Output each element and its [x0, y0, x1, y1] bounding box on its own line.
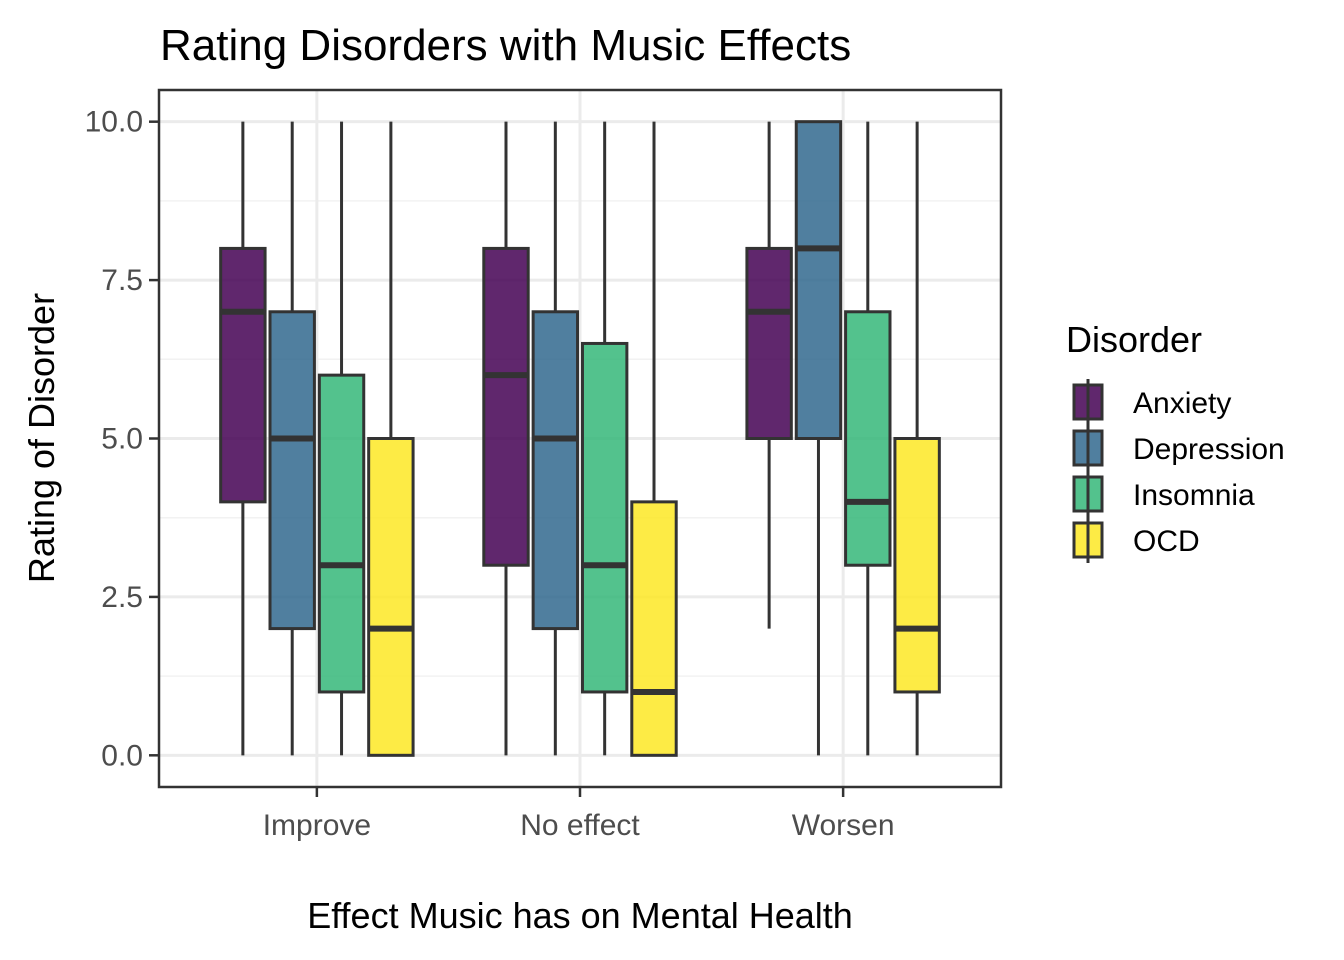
- legend-label: Depression: [1133, 433, 1285, 466]
- y-tick-label: 0.0: [101, 739, 143, 772]
- box-body: [745, 246, 793, 440]
- box-body: [844, 310, 892, 567]
- x-tick-label: Improve: [263, 809, 371, 842]
- y-axis-title: Rating of Disorder: [21, 293, 62, 583]
- legend-item-ocd: OCD: [1072, 517, 1200, 563]
- box-body: [531, 310, 580, 631]
- box-insomnia-improve: [317, 121, 366, 756]
- box-body: [580, 341, 629, 694]
- box-depression-no-effect: [531, 121, 580, 756]
- box-body: [630, 500, 678, 757]
- box-body: [219, 246, 267, 504]
- box-insomnia-worsen: [844, 121, 892, 756]
- y-tick-label: 10.0: [85, 106, 143, 139]
- y-axis-ticks: 0.0 2.5 5.0 7.5 10.0: [85, 106, 159, 772]
- x-axis-ticks: Improve No effect Worsen: [263, 787, 895, 842]
- chart-title: Rating Disorders with Music Effects: [160, 21, 851, 70]
- box-depression-worsen: [794, 120, 843, 756]
- box-body: [893, 437, 941, 694]
- box-body: [317, 373, 366, 694]
- legend-title: Disorder: [1066, 319, 1202, 360]
- legend: Disorder Anxiety Depression Insomnia OCD: [1066, 319, 1285, 563]
- box-ocd-improve: [367, 121, 415, 757]
- box-plots: [219, 120, 941, 757]
- legend-label: Insomnia: [1133, 479, 1255, 512]
- legend-item-anxiety: Anxiety: [1072, 379, 1231, 425]
- legend-item-insomnia: Insomnia: [1072, 471, 1255, 517]
- box-ocd-worsen: [893, 121, 941, 756]
- box-anxiety-worsen: [745, 121, 793, 629]
- box-ocd-no-effect: [630, 121, 678, 757]
- box-body: [268, 310, 316, 631]
- box-body: [794, 120, 843, 440]
- y-tick-label: 2.5: [101, 581, 143, 614]
- box-insomnia-no-effect: [580, 121, 629, 756]
- legend-item-depression: Depression: [1072, 425, 1285, 471]
- box-depression-improve: [268, 121, 316, 756]
- box-anxiety-improve: [219, 121, 267, 756]
- legend-label: Anxiety: [1133, 387, 1231, 420]
- x-axis-title: Effect Music has on Mental Health: [307, 895, 853, 936]
- box-body: [367, 437, 415, 757]
- x-tick-label: Worsen: [792, 809, 895, 842]
- x-tick-label: No effect: [520, 809, 640, 842]
- y-tick-label: 5.0: [101, 423, 143, 456]
- legend-label: OCD: [1133, 525, 1200, 558]
- y-tick-label: 7.5: [101, 264, 143, 297]
- box-body: [482, 246, 530, 567]
- box-anxiety-no-effect: [482, 121, 530, 756]
